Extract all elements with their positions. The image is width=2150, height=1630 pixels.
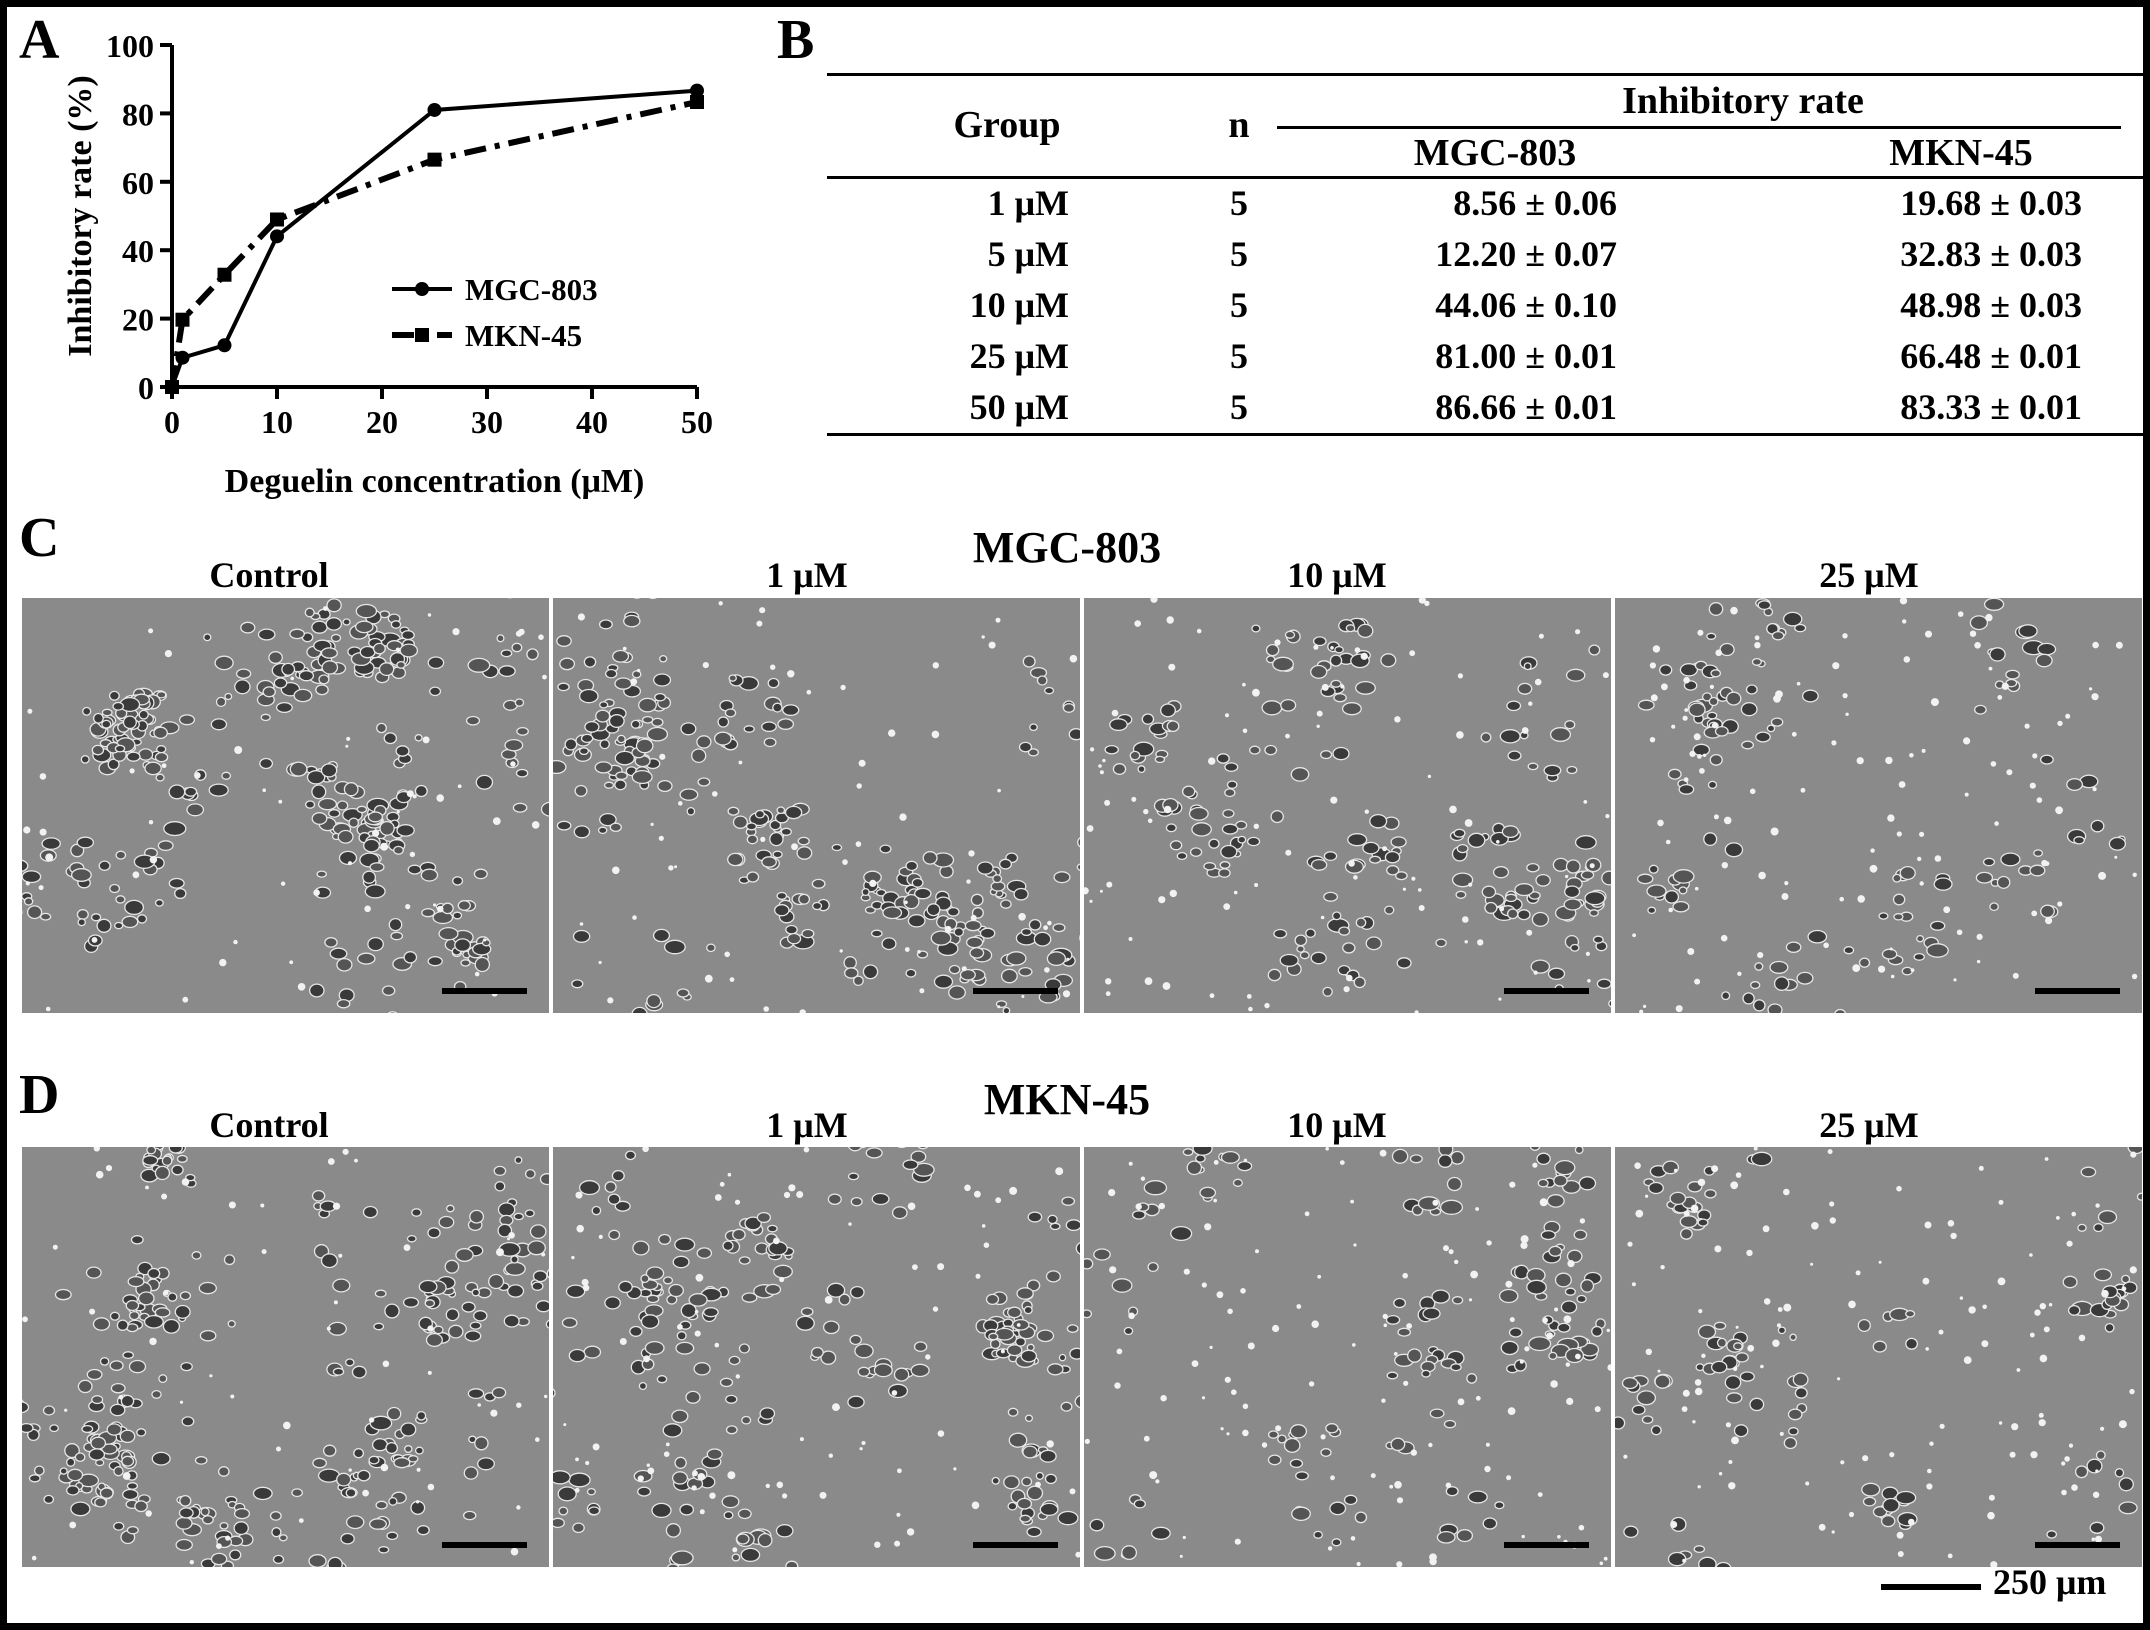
row-group: 25 μM: [969, 336, 1069, 376]
row-mkn-value: 32.83 ± 0.03: [1900, 234, 2082, 274]
header-group: Group: [953, 104, 1061, 146]
data-point: [690, 83, 704, 98]
micrograph-mgc-25um: [1615, 598, 2142, 1013]
x-tick-label: 30: [471, 404, 503, 440]
row-mkn-value: 83.33 ± 0.01: [1900, 387, 2082, 427]
micrograph-mkn-1um: [553, 1147, 1080, 1567]
row-n: 5: [1230, 285, 1248, 325]
row-n: 5: [1230, 234, 1248, 274]
row-n: 5: [1230, 336, 1248, 376]
scale-bar: [2035, 988, 2120, 994]
panel-d-label-1um: 1 μM: [766, 1105, 848, 1145]
scale-bar-reference: [1881, 1584, 1981, 1590]
data-point: [427, 152, 442, 167]
y-tick-label: 0: [138, 370, 154, 406]
inhibitory-rate-table: Group n Inhibitory rate MGC-803 MKN-45 1…: [827, 61, 2143, 441]
scale-bar: [2035, 1542, 2120, 1548]
x-tick-label: 50: [681, 404, 713, 440]
x-axis-label: Deguelin concentration (μM): [225, 463, 645, 500]
scale-bar: [1504, 988, 1589, 994]
y-tick-label: 100: [106, 28, 154, 64]
data-point: [175, 312, 190, 327]
y-tick-label: 60: [122, 165, 154, 201]
row-mkn-value: 19.68 ± 0.03: [1900, 183, 2082, 223]
scale-bar: [973, 1542, 1058, 1548]
scale-bar: [442, 988, 527, 994]
x-tick-label: 0: [164, 404, 180, 440]
data-point: [690, 95, 704, 110]
micrograph-mgc-1um: [553, 598, 1080, 1013]
row-group: 50 μM: [969, 387, 1069, 427]
series-line-mgc-803: [170, 88, 698, 388]
panel-d-label-25um: 25 μM: [1819, 1105, 1919, 1145]
panel-c-label-1um: 1 μM: [766, 555, 848, 595]
data-point: [427, 102, 442, 117]
scale-bar: [442, 1542, 527, 1548]
panel-b-letter: B: [777, 9, 815, 71]
micrograph-mgc-10um: [1084, 598, 1611, 1013]
legend-label-mkn-45: MKN-45: [465, 318, 582, 353]
data-point: [217, 267, 232, 282]
row-mgc-value: 44.06 ± 0.10: [1435, 285, 1617, 325]
panel-d-label-control: Control: [209, 1105, 329, 1145]
scale-bar-label: 250 μm: [1993, 1562, 2107, 1602]
row-mgc-value: 12.20 ± 0.07: [1435, 234, 1617, 274]
panel-d-label-10um: 10 μM: [1287, 1105, 1387, 1145]
data-point: [217, 338, 232, 353]
y-tick-label: 20: [122, 302, 154, 338]
panel-c-label-25um: 25 μM: [1819, 555, 1919, 595]
scale-bar: [1504, 1542, 1589, 1548]
legend-marker: [415, 282, 429, 296]
row-mgc-value: 86.66 ± 0.01: [1435, 387, 1617, 427]
panel-c-letter: C: [19, 507, 60, 569]
header-n: n: [1228, 104, 1250, 146]
micrograph-mkn-control: [22, 1147, 549, 1567]
data-point: [270, 229, 284, 244]
legend-label-mgc-803: MGC-803: [465, 272, 598, 307]
micrograph-mkn-10um: [1084, 1147, 1611, 1567]
x-tick-label: 10: [261, 404, 293, 440]
inhibition-line-chart: 0 20 40 60 80 100 0 10 20 30 40 50 Deguelin concentr…: [62, 28, 713, 500]
x-tick-label: 40: [576, 404, 608, 440]
row-mgc-value: 81.00 ± 0.01: [1435, 336, 1617, 376]
panel-d-title: MKN-45: [983, 1075, 1151, 1124]
y-tick-label: 40: [122, 233, 154, 269]
table-top-rule: [827, 73, 2143, 76]
row-group: 10 μM: [969, 285, 1069, 325]
row-mgc-value: 8.56 ± 0.06: [1453, 183, 1617, 223]
panel-a-letter: A: [19, 9, 60, 71]
panel-c-label-control: Control: [209, 555, 329, 595]
row-group: 5 μM: [987, 234, 1069, 274]
data-point: [165, 380, 179, 394]
x-tick-label: 20: [366, 404, 398, 440]
data-point: [270, 212, 284, 227]
panel-c-label-10um: 10 μM: [1287, 555, 1387, 595]
header-mkn-45: MKN-45: [1889, 132, 2033, 174]
table-header-rule: [827, 176, 2143, 179]
series-line-mkn-45: [169, 99, 698, 388]
header-inhibitory-rate: Inhibitory rate: [1622, 80, 1864, 122]
panel-d-letter: D: [19, 1064, 60, 1126]
row-mkn-value: 66.48 ± 0.01: [1900, 336, 2082, 376]
header-mgc-803: MGC-803: [1413, 132, 1577, 174]
figure: A 0 20 40 60 80 100 0 10 20 30 40 50 Deguelin concen…: [7, 7, 2143, 1623]
micrograph-mkn-25um: [1615, 1147, 2142, 1567]
row-n: 5: [1230, 183, 1248, 223]
y-tick-label: 80: [122, 96, 154, 132]
panel-c-title: MGC-803: [972, 523, 1162, 572]
micrograph-mgc-control: [22, 598, 549, 1013]
y-axis-label: Inhibitory rate (%): [62, 75, 99, 356]
row-group: 1 μM: [987, 183, 1069, 223]
table-span-rule: [1277, 126, 2121, 129]
row-n: 5: [1230, 387, 1248, 427]
table-bottom-rule: [827, 433, 2143, 436]
row-mkn-value: 48.98 ± 0.03: [1900, 285, 2082, 325]
legend-marker: [415, 328, 429, 342]
scale-bar: [973, 988, 1058, 994]
